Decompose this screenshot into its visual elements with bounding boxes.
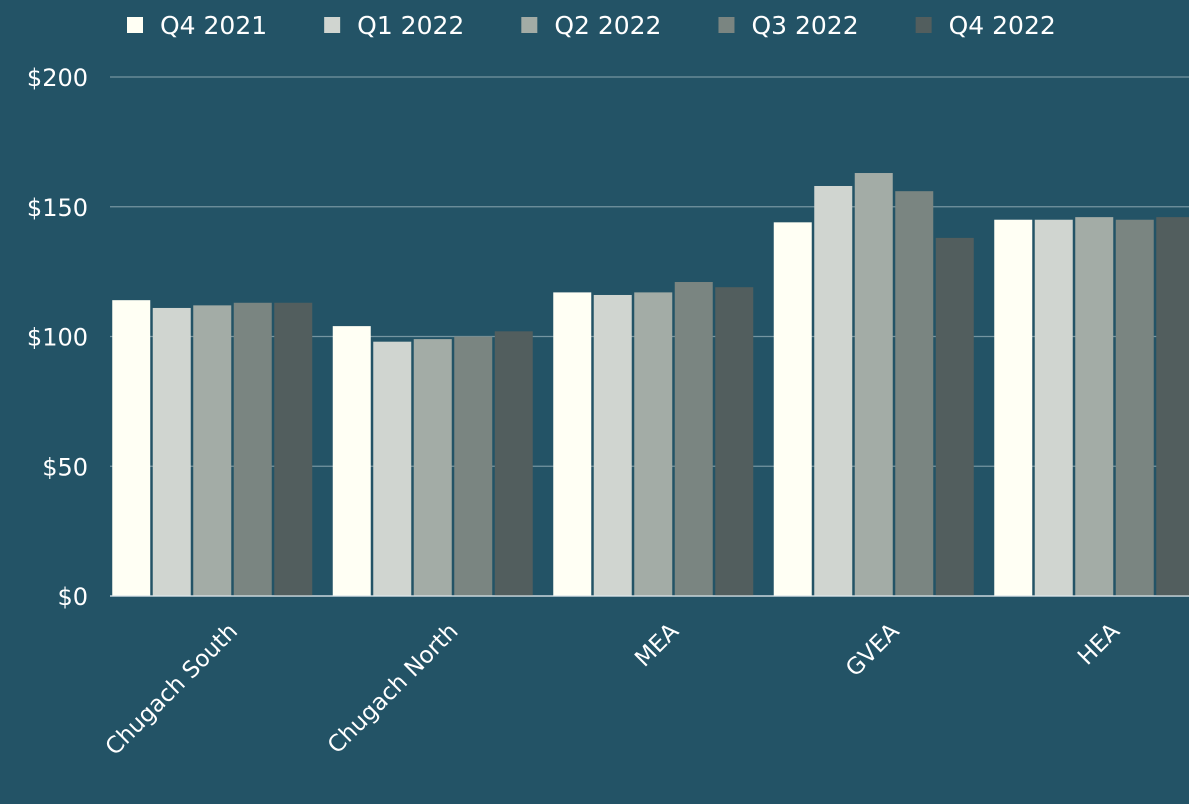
bar [895, 191, 934, 596]
bar [814, 185, 853, 597]
y-tick-label: $200 [27, 64, 88, 92]
bar [1156, 217, 1189, 596]
bar [1075, 217, 1114, 596]
legend-swatch [324, 17, 341, 33]
bar [413, 339, 452, 596]
bar [454, 336, 493, 596]
bar [274, 302, 313, 596]
bar [715, 287, 754, 596]
bar [112, 300, 151, 596]
legend-swatch [718, 17, 735, 33]
legend-label: Q4 2022 [949, 11, 1056, 40]
legend-swatch [915, 17, 932, 33]
bar [674, 282, 713, 596]
bar [152, 307, 191, 596]
x-tick-label: Chugach North [323, 618, 464, 759]
bar [193, 305, 232, 596]
legend-label: Q2 2022 [554, 11, 661, 40]
y-tick-label: $100 [27, 324, 88, 352]
x-tick-label: HEA [1073, 618, 1125, 670]
bar [233, 302, 272, 596]
bar [494, 331, 533, 596]
bar [994, 219, 1033, 596]
y-tick-label: $0 [57, 583, 88, 611]
bar [593, 294, 632, 596]
bar [1034, 219, 1073, 596]
legend-swatch [521, 17, 538, 33]
bar [935, 237, 974, 596]
x-tick-label: GVEA [841, 618, 905, 682]
legend-label: Q1 2022 [357, 11, 464, 40]
legend-label: Q3 2022 [751, 11, 858, 40]
bar [373, 341, 412, 596]
bar [854, 173, 893, 596]
x-tick-label: Chugach South [101, 618, 243, 760]
y-tick-label: $150 [27, 194, 88, 222]
bar [1115, 219, 1154, 596]
legend-swatch [127, 17, 143, 33]
y-tick-label: $50 [42, 453, 88, 481]
bar [634, 292, 673, 596]
x-tick-label: MEA [630, 618, 684, 672]
bar [553, 292, 592, 596]
bar [773, 222, 812, 596]
legend-label: Q4 2021 [160, 11, 267, 40]
bar [332, 326, 371, 596]
